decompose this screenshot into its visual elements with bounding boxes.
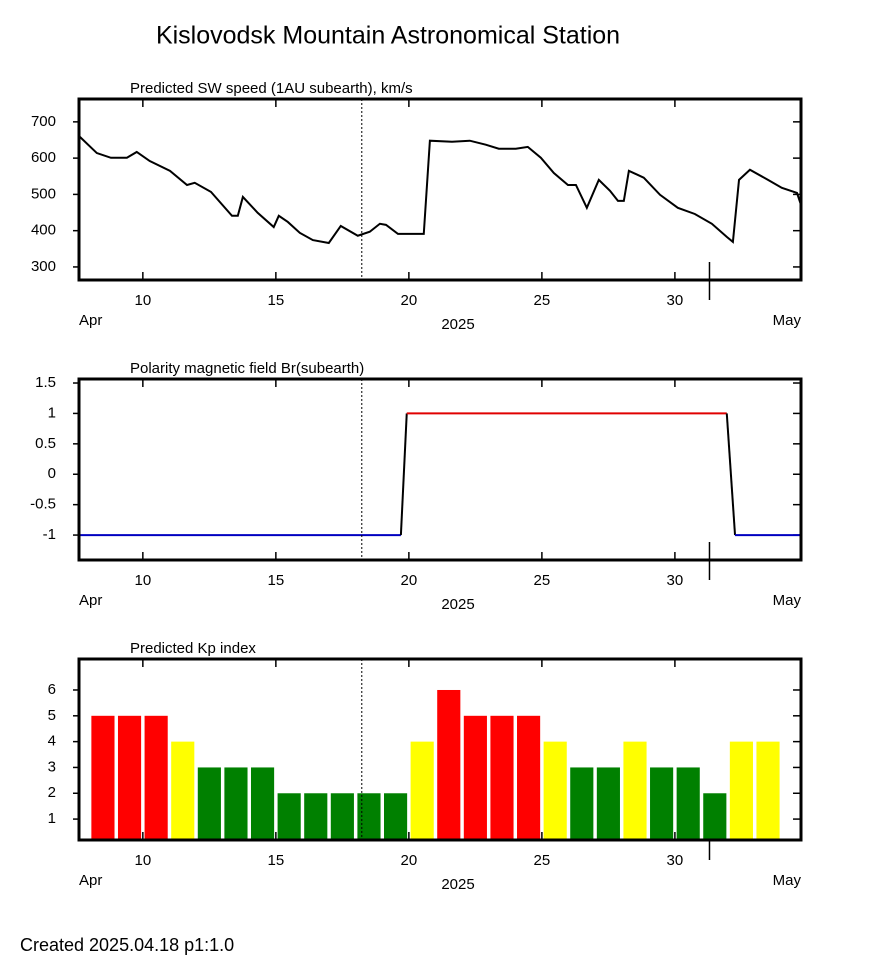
y-tick-label: 300 bbox=[31, 258, 56, 275]
bar bbox=[357, 793, 381, 840]
bar bbox=[756, 741, 780, 840]
bar bbox=[330, 793, 354, 840]
x-tick-label: 25 bbox=[534, 572, 551, 589]
bar bbox=[596, 767, 620, 840]
x-tick-label: 25 bbox=[534, 292, 551, 309]
year-label: 2025 bbox=[441, 876, 474, 893]
x-tick-label: 30 bbox=[667, 292, 684, 309]
year-label: 2025 bbox=[441, 316, 474, 333]
month-label: Apr bbox=[79, 312, 102, 329]
y-tick-label: 4 bbox=[48, 733, 56, 750]
panel-title: Predicted SW speed (1AU subearth), km/s bbox=[130, 80, 413, 97]
bar bbox=[224, 767, 248, 840]
sw-speed-line bbox=[78, 135, 802, 245]
month-label: May bbox=[773, 872, 802, 889]
bar bbox=[171, 741, 195, 840]
polarity-segment bbox=[725, 413, 737, 536]
y-tick-label: 3 bbox=[48, 758, 56, 775]
x-tick-label: 20 bbox=[401, 572, 418, 589]
polarity-segment bbox=[399, 413, 408, 536]
footer: Created 2025.04.18 p1:1.0 bbox=[20, 935, 234, 955]
y-tick-label: 0.5 bbox=[35, 435, 56, 452]
y-tick-label: 0 bbox=[48, 465, 56, 482]
bar bbox=[517, 715, 541, 840]
x-tick-label: 15 bbox=[268, 852, 285, 869]
bar bbox=[490, 715, 514, 840]
bar bbox=[437, 689, 461, 840]
y-tick-label: 5 bbox=[48, 707, 56, 724]
y-tick-label: 700 bbox=[31, 113, 56, 130]
page-title: Kislovodsk Mountain Astronomical Station bbox=[156, 22, 620, 50]
panel-title: Polarity magnetic field Br(subearth) bbox=[130, 360, 364, 377]
bar bbox=[650, 767, 674, 840]
y-tick-label: 1 bbox=[48, 404, 56, 421]
bar bbox=[197, 767, 221, 840]
bar bbox=[543, 741, 567, 840]
x-tick-label: 15 bbox=[268, 572, 285, 589]
x-tick-label: 10 bbox=[135, 852, 152, 869]
x-tick-label: 20 bbox=[401, 852, 418, 869]
bar bbox=[463, 715, 487, 840]
bar bbox=[144, 715, 168, 840]
y-tick-label: 1.5 bbox=[35, 374, 56, 391]
bar bbox=[703, 793, 727, 840]
bar bbox=[623, 741, 647, 840]
y-tick-label: 2 bbox=[48, 784, 56, 801]
y-tick-label: 500 bbox=[31, 185, 56, 202]
y-tick-label: 1 bbox=[48, 810, 56, 827]
plot-frame bbox=[77, 97, 803, 282]
bar bbox=[117, 715, 142, 840]
bar bbox=[570, 767, 594, 840]
x-tick-label: 15 bbox=[268, 292, 285, 309]
bar bbox=[410, 741, 434, 840]
x-tick-label: 10 bbox=[135, 572, 152, 589]
y-tick-label: 600 bbox=[31, 149, 56, 166]
y-tick-label: 6 bbox=[48, 681, 56, 698]
bar bbox=[91, 715, 115, 840]
month-label: Apr bbox=[79, 592, 102, 609]
panel-title: Predicted Kp index bbox=[130, 640, 256, 657]
x-tick-label: 20 bbox=[401, 292, 418, 309]
month-label: Apr bbox=[79, 872, 102, 889]
bar bbox=[676, 767, 700, 840]
bar bbox=[384, 793, 408, 840]
plot-frame bbox=[77, 377, 803, 562]
bar bbox=[277, 793, 301, 840]
bar bbox=[250, 767, 275, 840]
x-tick-label: 25 bbox=[534, 852, 551, 869]
plot-frame bbox=[77, 657, 803, 842]
month-label: May bbox=[773, 312, 802, 329]
y-tick-label: 400 bbox=[31, 222, 56, 239]
month-label: May bbox=[773, 592, 802, 609]
x-tick-label: 30 bbox=[667, 852, 684, 869]
x-tick-label: 10 bbox=[135, 292, 152, 309]
bar bbox=[729, 741, 753, 840]
year-label: 2025 bbox=[441, 596, 474, 613]
x-tick-label: 30 bbox=[667, 572, 684, 589]
y-tick-label: -0.5 bbox=[30, 496, 56, 513]
y-tick-label: -1 bbox=[43, 526, 56, 543]
bar bbox=[304, 793, 328, 840]
